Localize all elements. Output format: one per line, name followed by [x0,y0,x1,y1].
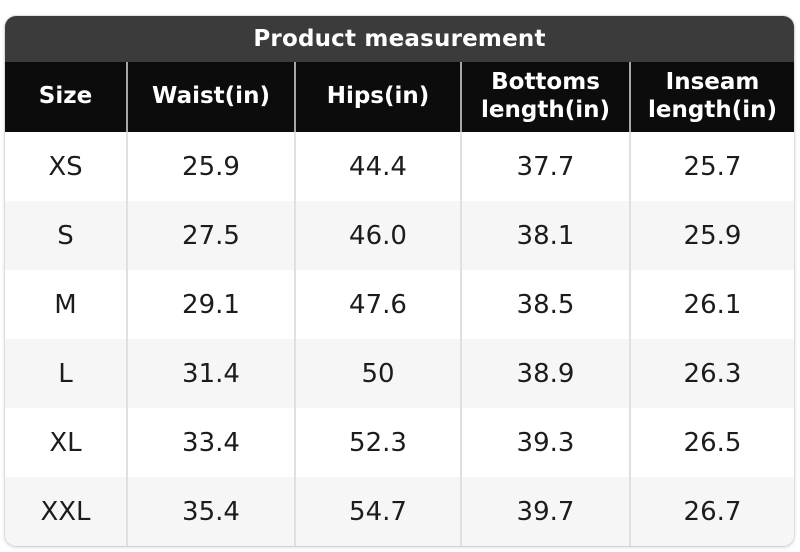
measurement-cell: 29.1 [126,270,295,339]
size-cell: S [5,201,127,270]
measurement-cell: 46.0 [294,201,461,270]
measurement-cell: 25.9 [629,201,794,270]
measurement-cell: 31.4 [126,339,295,408]
column-header-inseam-length-in: Inseam length(in) [629,62,794,132]
table-header: Size Waist(in) Hips(in) Bottoms length(in) I… [5,62,794,132]
size-cell: XXL [5,477,127,546]
measurement-cell: 38.9 [460,339,630,408]
measurement-cell: 25.7 [629,132,794,201]
header-row: Size Waist(in) Hips(in) Bottoms length(in) I… [5,62,794,132]
table-row: XXL 35.4 54.7 39.7 26.7 [5,477,794,546]
table-title-bar: Product measurement [5,16,794,62]
table-title: Product measurement [253,26,546,52]
size-cell: XS [5,132,127,201]
column-header-hips-in: Hips(in) [294,62,461,132]
measurement-cell: 37.7 [460,132,630,201]
measurement-cell: 27.5 [126,201,295,270]
size-cell: XL [5,408,127,477]
measurement-cell: 52.3 [294,408,461,477]
measurement-cell: 50 [294,339,461,408]
measurement-cell: 33.4 [126,408,295,477]
column-header-size: Size [5,62,127,132]
table-row: M 29.1 47.6 38.5 26.1 [5,270,794,339]
measurement-cell: 39.3 [460,408,630,477]
measurement-cell: 26.7 [629,477,794,546]
size-cell: L [5,339,127,408]
table-row: L 31.4 50 38.9 26.3 [5,339,794,408]
measurement-cell: 25.9 [126,132,295,201]
table-row: XS 25.9 44.4 37.7 25.7 [5,132,794,201]
measurement-card: Product measurement Size Waist(in) Hips(in… [5,16,794,546]
column-header-bottoms-length-in: Bottoms length(in) [460,62,630,132]
measurement-cell: 39.7 [460,477,630,546]
table-row: S 27.5 46.0 38.1 25.9 [5,201,794,270]
measurement-cell: 26.1 [629,270,794,339]
size-cell: M [5,270,127,339]
measurement-cell: 44.4 [294,132,461,201]
table-body: XS 25.9 44.4 37.7 25.7 S 27.5 46.0 38.1 25.9 M 29.1… [5,132,794,546]
measurement-cell: 38.1 [460,201,630,270]
measurement-cell: 54.7 [294,477,461,546]
column-header-waist-in: Waist(in) [126,62,295,132]
measurement-cell: 47.6 [294,270,461,339]
measurement-cell: 26.5 [629,408,794,477]
table-row: XL 33.4 52.3 39.3 26.5 [5,408,794,477]
measurement-cell: 38.5 [460,270,630,339]
measurement-cell: 26.3 [629,339,794,408]
measurement-cell: 35.4 [126,477,295,546]
measurement-table: Size Waist(in) Hips(in) Bottoms length(in) I… [5,62,794,546]
